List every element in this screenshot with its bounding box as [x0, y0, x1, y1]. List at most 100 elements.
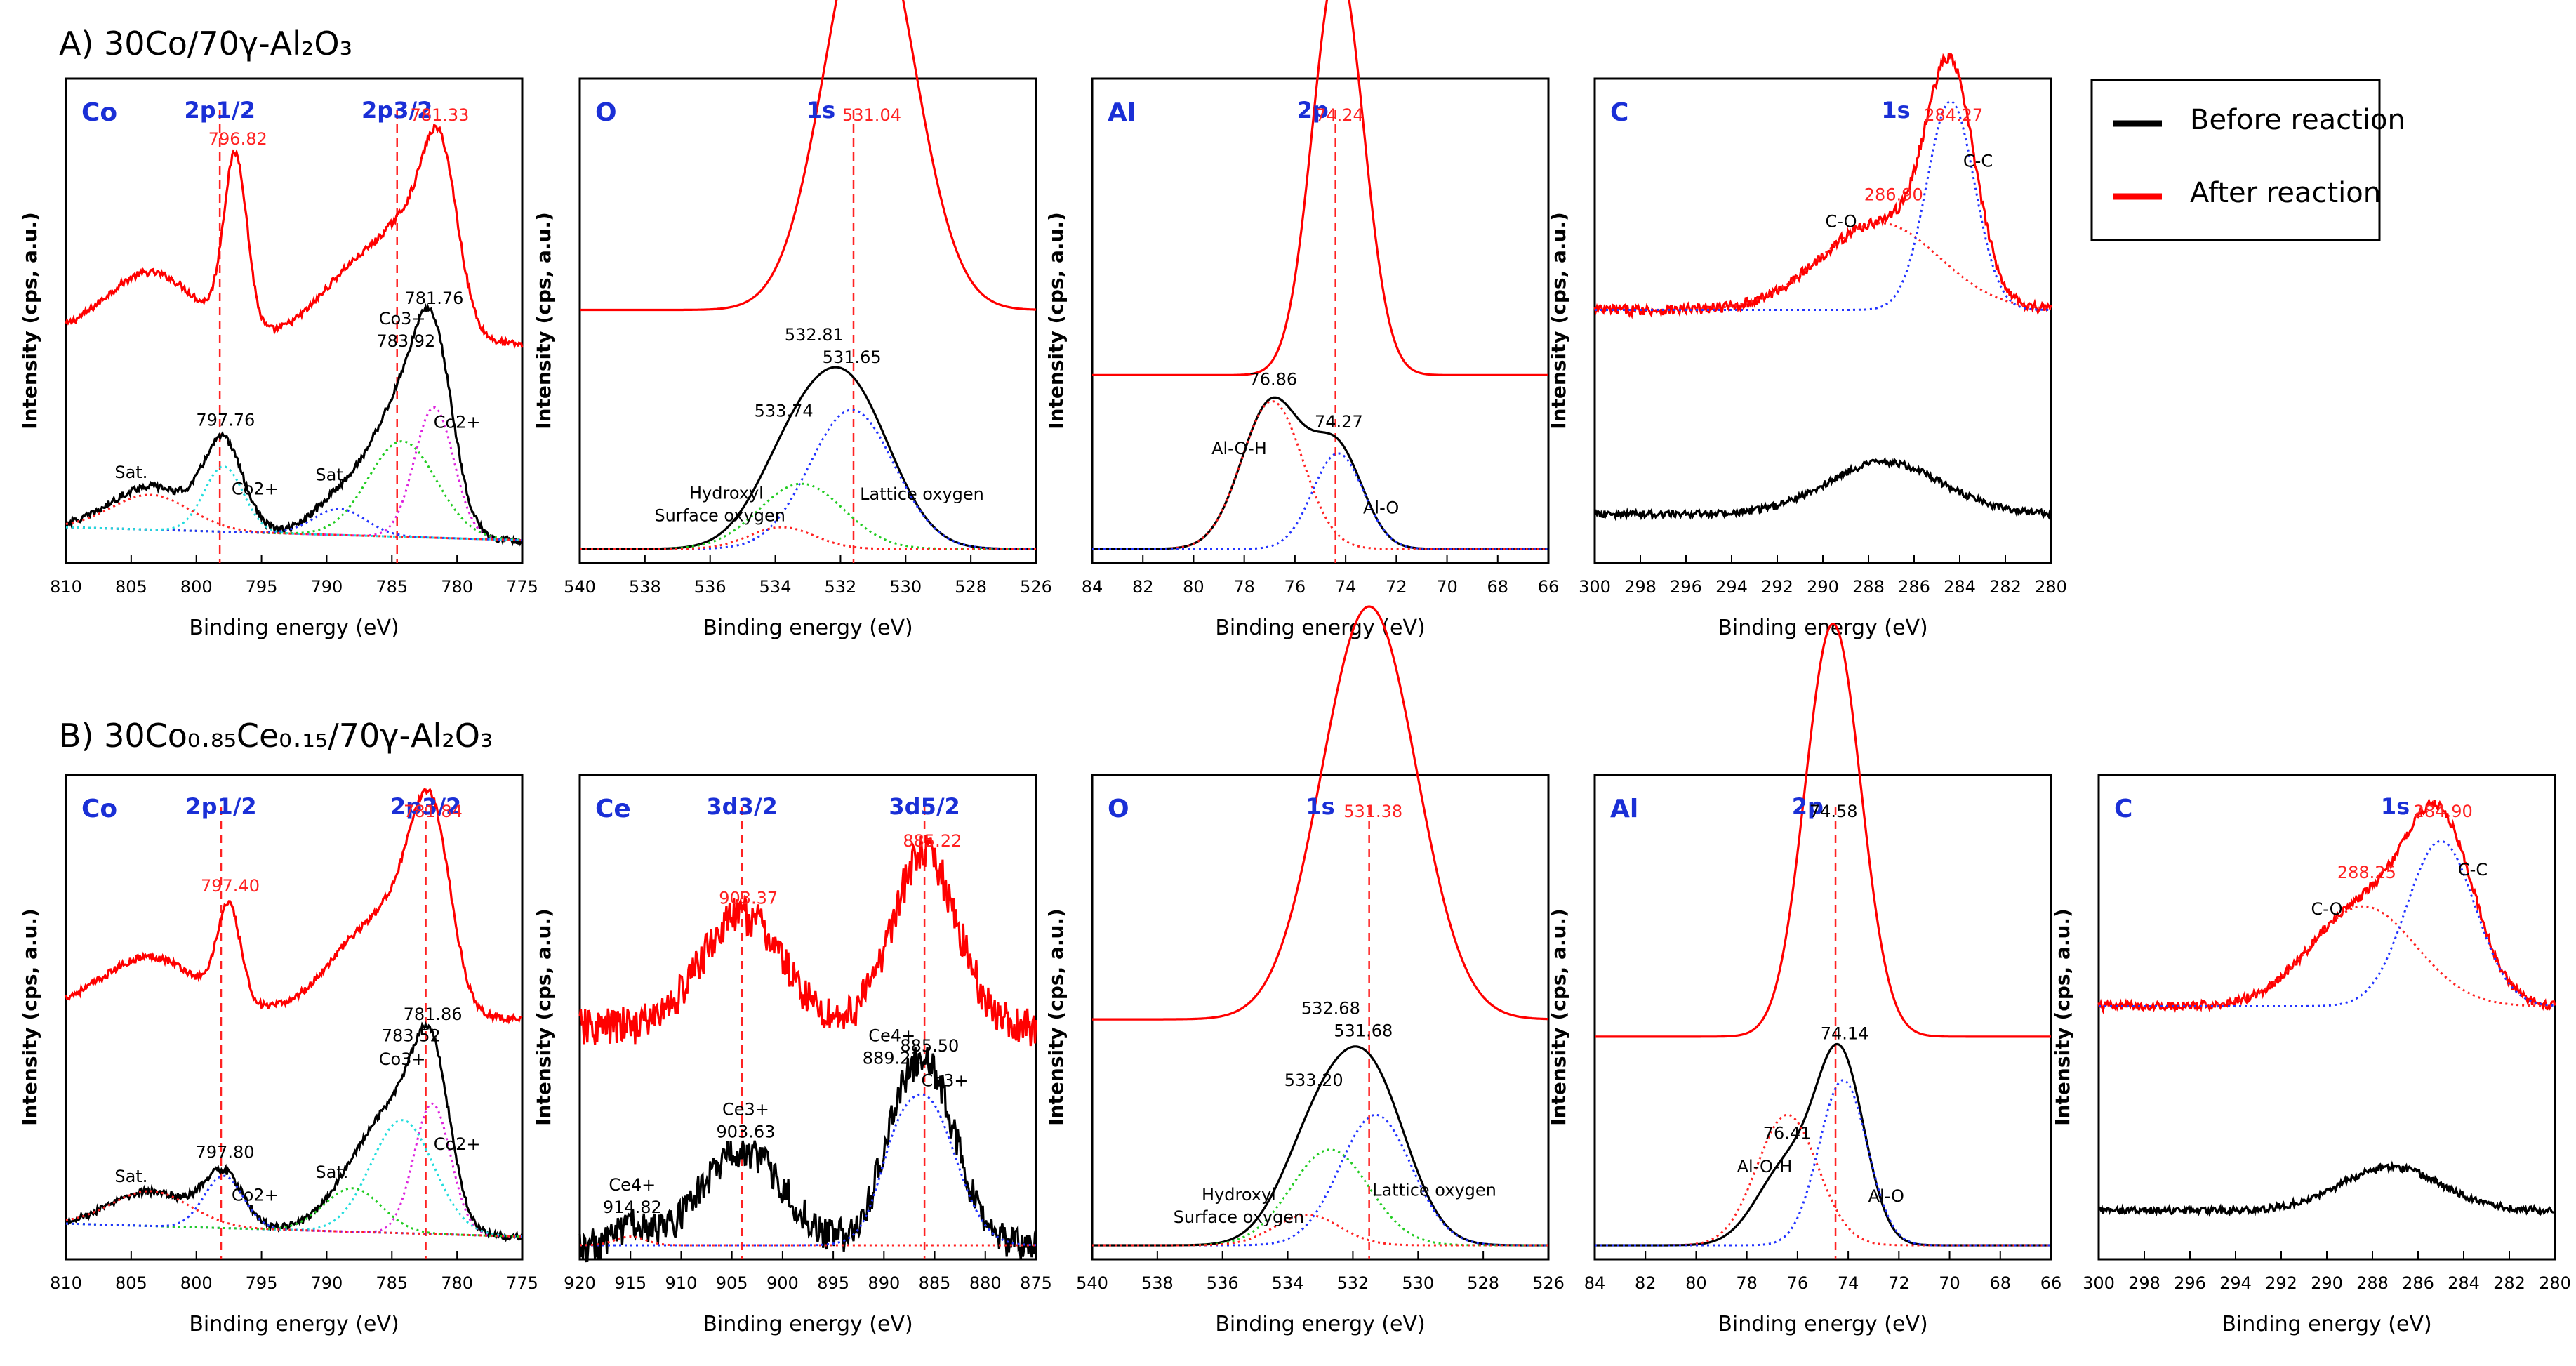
- x-tick-label: 532: [1337, 1273, 1369, 1293]
- x-tick-label: 780: [441, 1273, 473, 1293]
- value-annotation: Sat.: [114, 1167, 147, 1186]
- x-tick-label: 68: [1487, 577, 1509, 597]
- x-tick-label: 292: [1761, 577, 1793, 597]
- value-annotation: 781.33: [410, 105, 469, 125]
- value-annotation: 74.58: [1810, 802, 1858, 821]
- x-tick-label: 775: [506, 1273, 538, 1293]
- x-tick-label: 286: [1898, 577, 1930, 597]
- y-axis-label: Intensity (cps, a.u.): [532, 212, 555, 430]
- chart-b-o: 540 538 536 534 532 530 528 526 Binding energy (…: [1044, 605, 1565, 1337]
- after-reaction-line: [580, 0, 1037, 312]
- value-annotation: C-O: [2311, 899, 2343, 919]
- orbital-label: 1s: [1881, 97, 1910, 124]
- value-annotation: Surface oxygen: [1174, 1207, 1305, 1227]
- before-reaction-line: [1593, 456, 2052, 522]
- element-label: Co: [81, 795, 117, 823]
- value-annotation: Sat.: [114, 463, 147, 482]
- value-annotation: 914.82: [603, 1198, 662, 1217]
- value-annotation: 74.27: [1315, 412, 1363, 432]
- element-label: Ce: [595, 795, 631, 823]
- value-annotation: Ce3+: [722, 1099, 769, 1119]
- value-annotation: 531.38: [1343, 802, 1402, 821]
- legend-after-label: After reaction: [2190, 177, 2381, 209]
- value-annotation: Surface oxygen: [654, 506, 785, 526]
- before-reaction-line: [2098, 1160, 2556, 1217]
- value-annotation: C-C: [2458, 860, 2488, 880]
- value-annotation: Al-O-H: [1211, 439, 1267, 458]
- before-reaction-line: [65, 303, 523, 547]
- after-reaction-line: [578, 835, 1037, 1047]
- fit-line-al-o-h-fit: [1092, 399, 1548, 550]
- x-tick-label: 76: [1787, 1273, 1809, 1293]
- x-tick-label: 282: [2493, 1273, 2525, 1293]
- value-annotation: 76.41: [1763, 1124, 1812, 1143]
- x-tick-label: 536: [1207, 1273, 1239, 1293]
- value-annotation: 533.20: [1284, 1070, 1343, 1090]
- x-tick-label: 540: [564, 577, 596, 597]
- x-tick-label: 805: [115, 577, 147, 597]
- value-annotation: 284.90: [2414, 802, 2473, 821]
- x-tick-label: 284: [1944, 577, 1976, 597]
- x-tick-label: 910: [665, 1273, 698, 1293]
- x-tick-label: 292: [2265, 1273, 2297, 1293]
- value-annotation: 76.86: [1249, 369, 1297, 389]
- fit-line-lattice-oxygen-fit: [1092, 1113, 1548, 1247]
- before-reaction-line: [65, 1021, 524, 1242]
- value-annotation: 781.86: [404, 1004, 463, 1024]
- row-a-label: A) 30Co/70γ-Al₂O₃: [59, 25, 352, 62]
- element-label: O: [595, 98, 617, 127]
- x-tick-label: 915: [614, 1273, 646, 1293]
- x-tick-label: 72: [1888, 1273, 1910, 1293]
- x-tick-label: 290: [1807, 577, 1839, 597]
- chart-a-c: 300 298 296 294 292 290 288 286 284 282 280 Binding…: [1547, 52, 2067, 640]
- x-tick-label: 80: [1685, 1273, 1707, 1293]
- value-annotation: 533.74: [755, 402, 814, 421]
- x-tick-label: 82: [1635, 1273, 1657, 1293]
- x-tick-label: 905: [716, 1273, 748, 1293]
- x-tick-label: 84: [1082, 577, 1103, 597]
- x-tick-label: 530: [1402, 1273, 1434, 1293]
- orbital-label: 1s: [2381, 793, 2410, 820]
- element-label: O: [1108, 795, 1129, 823]
- y-axis-label: Intensity (cps, a.u.): [1044, 908, 1068, 1126]
- value-annotation: Hydroxyl: [1202, 1185, 1276, 1205]
- value-annotation: 531.65: [823, 347, 882, 367]
- value-annotation: 885.22: [903, 831, 962, 851]
- x-tick-label: 530: [889, 577, 922, 597]
- x-axis-label: Binding energy (eV): [703, 1312, 912, 1337]
- value-annotation: Hydroxyl: [689, 484, 764, 503]
- x-tick-label: 78: [1233, 577, 1255, 597]
- fit-line-hydroxyl-fit: [1092, 1214, 1548, 1247]
- element-label: C: [1610, 98, 1628, 127]
- legend-box: [2090, 79, 2381, 241]
- x-tick-label: 78: [1736, 1273, 1758, 1293]
- x-tick-label: 296: [2174, 1273, 2206, 1293]
- fit-line-sat-2p1-2-fit: [65, 493, 522, 542]
- x-tick-label: 780: [441, 577, 473, 597]
- y-axis-label: Intensity (cps, a.u.): [532, 908, 555, 1126]
- after-reaction-line: [65, 788, 523, 1025]
- plot-frame: [578, 774, 1037, 1261]
- value-annotation: 797.40: [201, 876, 260, 896]
- x-tick-label: 900: [766, 1273, 799, 1293]
- x-tick-label: 790: [311, 1273, 343, 1293]
- y-axis-label: Intensity (cps, a.u.): [18, 908, 41, 1126]
- x-tick-label: 288: [2356, 1273, 2389, 1293]
- x-axis-label: Binding energy (eV): [1215, 1312, 1425, 1337]
- value-annotation: 284.27: [1924, 105, 1983, 125]
- value-annotation: Lattice oxygen: [1372, 1180, 1496, 1200]
- x-tick-label: 72: [1386, 577, 1407, 597]
- x-tick-label: 298: [1624, 577, 1657, 597]
- x-tick-label: 538: [1141, 1273, 1174, 1293]
- x-tick-label: 785: [376, 1273, 408, 1293]
- y-axis-label: Intensity (cps, a.u.): [1044, 212, 1068, 430]
- value-annotation: 288.25: [2337, 863, 2396, 882]
- value-annotation: Ce4+: [609, 1175, 656, 1195]
- x-axis-label: Binding energy (eV): [703, 616, 912, 640]
- before-reaction-line: [578, 1046, 1037, 1263]
- value-annotation: 74.24: [1315, 105, 1364, 125]
- value-annotation: Lattice oxygen: [860, 484, 984, 504]
- value-annotation: C-O: [1826, 212, 1857, 232]
- chart-b-ce: 920 915 910 905 900 895 890 885 880 875 Binding en…: [532, 774, 1052, 1337]
- value-annotation: 797.76: [196, 410, 255, 430]
